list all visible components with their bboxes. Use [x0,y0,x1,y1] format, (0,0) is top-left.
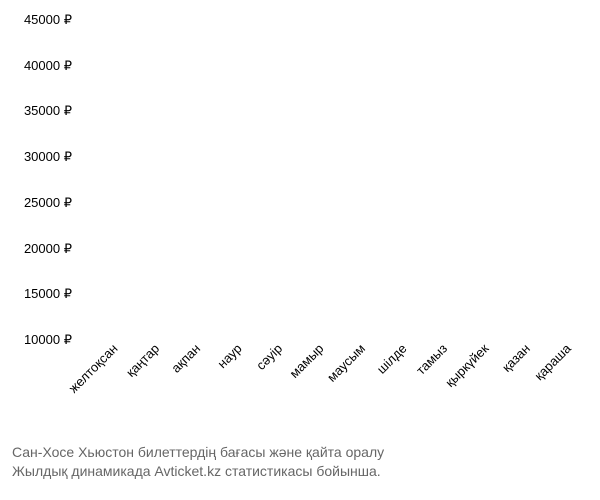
x-tick-label: қаңтар [123,341,162,380]
x-tick-label: ақпан [168,341,203,376]
x-tick-label: қараша [532,341,574,383]
x-tick-label: тамыз [414,341,451,378]
y-tick-label: 10000 ₽ [24,332,72,348]
x-tick-label: шілде [373,341,409,377]
y-axis: 10000 ₽15000 ₽20000 ₽25000 ₽30000 ₽35000… [0,20,80,340]
y-tick-label: 30000 ₽ [24,149,72,165]
y-tick-label: 15000 ₽ [24,286,72,302]
x-tick-label: қазан [499,341,533,375]
x-tick-label: мамыр [287,341,327,381]
y-tick-label: 20000 ₽ [24,241,72,257]
y-tick-label: 25000 ₽ [24,195,72,211]
chart-caption: Сан-Хосе Хьюстон билеттердің бағасы және… [12,443,384,482]
x-tick-label: сәуір [253,341,285,373]
caption-line-1: Сан-Хосе Хьюстон билеттердің бағасы және… [12,443,384,463]
bars-group [85,20,580,340]
y-tick-label: 40000 ₽ [24,58,72,74]
x-tick-label: наур [214,341,244,371]
plot-area [85,20,580,340]
x-tick-label: маусым [324,341,368,385]
x-tick-label: желтоқсан [66,341,121,396]
y-tick-label: 45000 ₽ [24,12,72,28]
caption-line-2: Жылдық динамикада Avticket.kz статистика… [12,462,384,482]
x-tick-label: қыркүйек [442,341,491,390]
chart-area [85,20,580,340]
y-tick-label: 35000 ₽ [24,103,72,119]
